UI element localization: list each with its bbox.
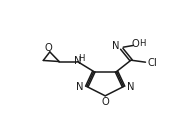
- Text: O: O: [101, 97, 109, 107]
- Text: O: O: [132, 39, 140, 49]
- Text: N: N: [76, 82, 83, 92]
- Text: H: H: [139, 39, 145, 48]
- Text: O: O: [45, 43, 53, 53]
- Text: N: N: [112, 41, 120, 51]
- Text: Cl: Cl: [148, 58, 157, 68]
- Text: H: H: [78, 54, 84, 63]
- Text: N: N: [74, 56, 82, 66]
- Text: N: N: [127, 82, 135, 92]
